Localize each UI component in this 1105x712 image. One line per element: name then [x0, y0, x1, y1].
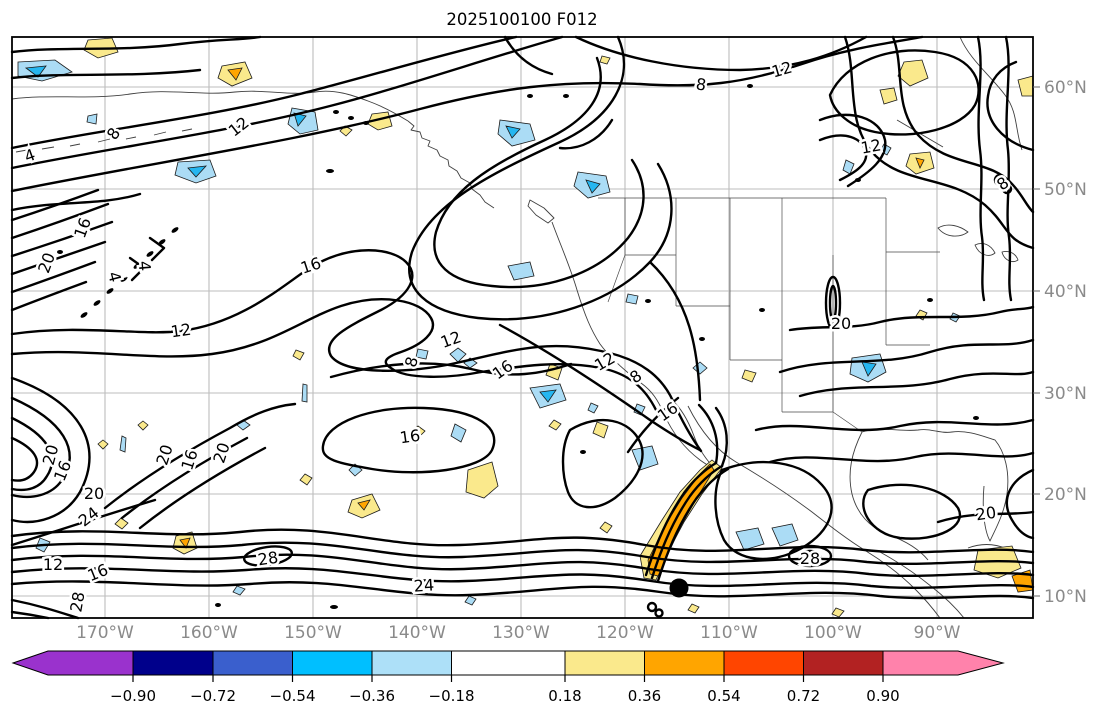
contour-label: 8	[695, 74, 708, 94]
colorbar-segment	[212, 650, 293, 676]
colorbar-tick-label: −0.90	[110, 687, 156, 705]
map-panel: 4 8 12 16 20 4 4 12 16 8 12 16 12 8 16 1…	[10, 10, 1087, 643]
x-tick-label: 90°W	[914, 623, 961, 643]
colorbar-tick-label: −0.36	[349, 687, 395, 705]
contour-label: 12	[43, 555, 63, 574]
x-tick-label: 170°W	[76, 623, 134, 643]
x-tick-label: 130°W	[492, 623, 550, 643]
x-tick-label: 100°W	[804, 623, 862, 643]
storm-marker	[669, 578, 689, 598]
contour-label: 20	[34, 250, 59, 276]
colorbar-tick-label: 0.36	[628, 687, 661, 705]
contour-label: 28	[66, 590, 88, 613]
x-tick-label: 110°W	[700, 623, 758, 643]
contour-label: 20	[975, 503, 998, 525]
colorbar-segment	[723, 650, 804, 676]
contour-label: 24	[413, 575, 435, 595]
colorbar-right-arrow	[882, 650, 1005, 676]
y-tick-label: 10°N	[1044, 587, 1087, 607]
x-tick-label: 140°W	[388, 623, 446, 643]
colorbar-tick-label: −0.18	[429, 687, 475, 705]
colorbar-segment	[451, 650, 566, 676]
contour-label: 16	[177, 447, 201, 472]
x-tick-label: 120°W	[596, 623, 654, 643]
contour-label: 20	[831, 314, 851, 333]
contour-label: 12	[170, 320, 193, 342]
contour-label: 4	[22, 145, 38, 166]
y-tick-label: 20°N	[1044, 485, 1087, 505]
plot-title: 2025100100 F012	[446, 10, 597, 29]
contour-label: 12	[438, 327, 464, 352]
colorbar-segment	[292, 650, 373, 676]
colorbar: −0.90 −0.72 −0.54 −0.36 −0.18 0.18 0.36 …	[11, 650, 1005, 705]
contour-label: 8	[103, 124, 124, 143]
contour-label: 24	[75, 503, 103, 531]
contour-label: 28	[800, 549, 820, 568]
contour-specks	[44, 84, 979, 609]
colorbar-segment	[564, 650, 645, 676]
colorbar-tick-label: 0.54	[707, 687, 740, 705]
colorbar-tick-label: 0.90	[866, 687, 899, 705]
y-axis-labels: 60°N 50°N 40°N 30°N 20°N 10°N	[1044, 78, 1087, 607]
x-tick-label: 160°W	[180, 623, 238, 643]
contour-label: 4	[135, 260, 155, 272]
contour-label: 16	[70, 215, 95, 241]
contour-label: 16	[298, 253, 323, 277]
contour-label: 12	[225, 113, 253, 141]
contour-label: 28	[257, 548, 280, 570]
colorbar-segment	[132, 650, 214, 676]
shaded-regions-cyan	[24, 65, 877, 403]
y-tick-label: 30°N	[1044, 384, 1087, 404]
colorbar-ticks	[132, 675, 884, 682]
contour-label: 12	[769, 58, 794, 82]
y-tick-label: 60°N	[1044, 78, 1087, 98]
contour-label: 16	[399, 426, 422, 448]
x-axis-labels: 170°W 160°W 150°W 140°W 130°W 120°W 110°…	[76, 623, 961, 643]
colorbar-left-arrow	[11, 650, 134, 676]
colorbar-segment	[644, 650, 725, 676]
contour-label: 16	[489, 356, 517, 383]
y-tick-label: 40°N	[1044, 282, 1087, 302]
colorbar-tick-label: −0.72	[190, 687, 236, 705]
lat-tick-marks	[1033, 86, 1040, 597]
y-tick-label: 50°N	[1044, 180, 1087, 200]
state-borders	[598, 197, 940, 433]
contour-label: 20	[209, 440, 233, 465]
colorbar-segment	[371, 650, 452, 676]
grid-lines	[12, 37, 1033, 618]
colorbar-segment	[803, 650, 884, 676]
colorbar-tick-label: 0.72	[787, 687, 820, 705]
contour-label: 20	[84, 484, 104, 503]
contour-label: 12	[859, 135, 882, 157]
colorbar-tick-labels: −0.90 −0.72 −0.54 −0.36 −0.18 0.18 0.36 …	[110, 687, 900, 705]
colorbar-tick-label: 0.18	[548, 687, 581, 705]
contour-label: 20	[152, 442, 176, 467]
contour-lines	[10, 35, 1035, 620]
x-tick-label: 150°W	[284, 623, 342, 643]
map-frame	[11, 36, 1034, 619]
colorbar-tick-label: −0.54	[270, 687, 316, 705]
shaded-regions-orange	[179, 67, 1034, 593]
contour-label: 4	[104, 269, 125, 284]
